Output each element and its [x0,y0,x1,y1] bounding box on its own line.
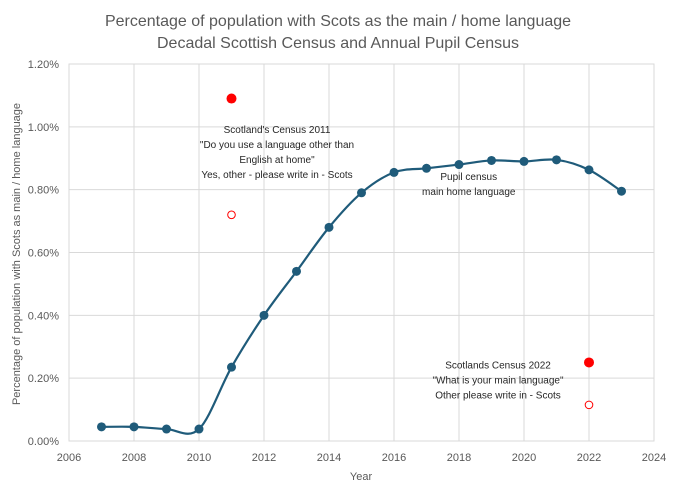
y-axis-label: Percentage of population with Scots as m… [11,103,23,405]
x-tick-label: 2006 [57,452,81,464]
census-hollow-point [227,210,236,220]
census-hollow-point [584,400,594,410]
annotation-text: "What is your main language" [432,376,564,387]
x-tick-label: 2020 [512,452,536,464]
x-tick-label: 2024 [642,452,666,464]
y-tick-label: 0.40% [28,310,59,322]
pupil-census-point [454,160,464,170]
pupil-census-point [162,424,171,434]
pupil-census-point [617,186,626,196]
pupil-census-point [292,266,301,276]
annotation-text: Yes, other - please write in - Scots [201,170,352,181]
y-tick-label: 0.20% [28,373,59,385]
y-tick-label: 1.00% [28,122,59,134]
chart-title-line: Percentage of population with Scots as t… [105,13,571,30]
pupil-census-point [97,422,106,432]
pupil-census-point [357,188,366,198]
pupil-census-point [519,156,529,166]
x-tick-label: 2010 [187,452,211,464]
x-tick-label: 2022 [577,452,601,464]
annotations: Scotland's Census 2011 "Do you use a lang… [200,125,564,402]
x-axis-ticks: 2006 2008 2010 2012 2014 2016 2018 2020 2022 2024 [57,452,666,464]
annotation-text: Scotlands Census 2022 [445,361,551,372]
x-tick-label: 2008 [122,452,146,464]
annotation-text: "Do you use a language other than [200,140,354,151]
y-tick-label: 0.00% [28,436,59,448]
series-group [97,93,626,435]
grid-lines [68,63,655,442]
y-tick-label: 0.80% [28,185,59,197]
pupil-census-point [227,362,236,372]
pupil-census-point [259,310,269,320]
pupil-census-point [129,422,139,432]
chart-title-line: Decadal Scottish Census and Annual Pupil… [157,35,519,52]
plot-border [68,63,655,442]
x-tick-label: 2018 [447,452,471,464]
pupil-census-point [584,165,594,175]
pupil-census-point [552,155,561,165]
census-filled-point [226,93,237,104]
pupil-census-point [324,222,334,232]
annotation-text: Scotland's Census 2011 [224,125,331,136]
annotation-text: main home language [422,187,516,198]
pupil-census-point [194,424,204,434]
pupil-census-point [422,163,431,173]
pupil-census-point [389,167,399,177]
pupil-census-point [487,155,496,165]
chart-title: Percentage of population with Scots as t… [105,13,571,52]
annotation-text: English at home" [239,155,315,166]
y-tick-label: 0.60% [28,248,59,260]
annotation-text: Other please write in - Scots [435,391,561,402]
x-axis-label: Year [350,471,373,483]
x-tick-label: 2016 [382,452,406,464]
x-tick-label: 2014 [317,452,341,464]
y-axis-ticks: 0.00% 0.20% 0.40% 0.60% 0.80% 1.00% 1.20% [28,59,59,448]
plot-area [68,63,655,442]
census-filled-point [584,357,594,368]
annotation-text: Pupil census [440,172,497,183]
y-tick-label: 1.20% [28,59,59,71]
x-tick-label: 2012 [252,452,276,464]
